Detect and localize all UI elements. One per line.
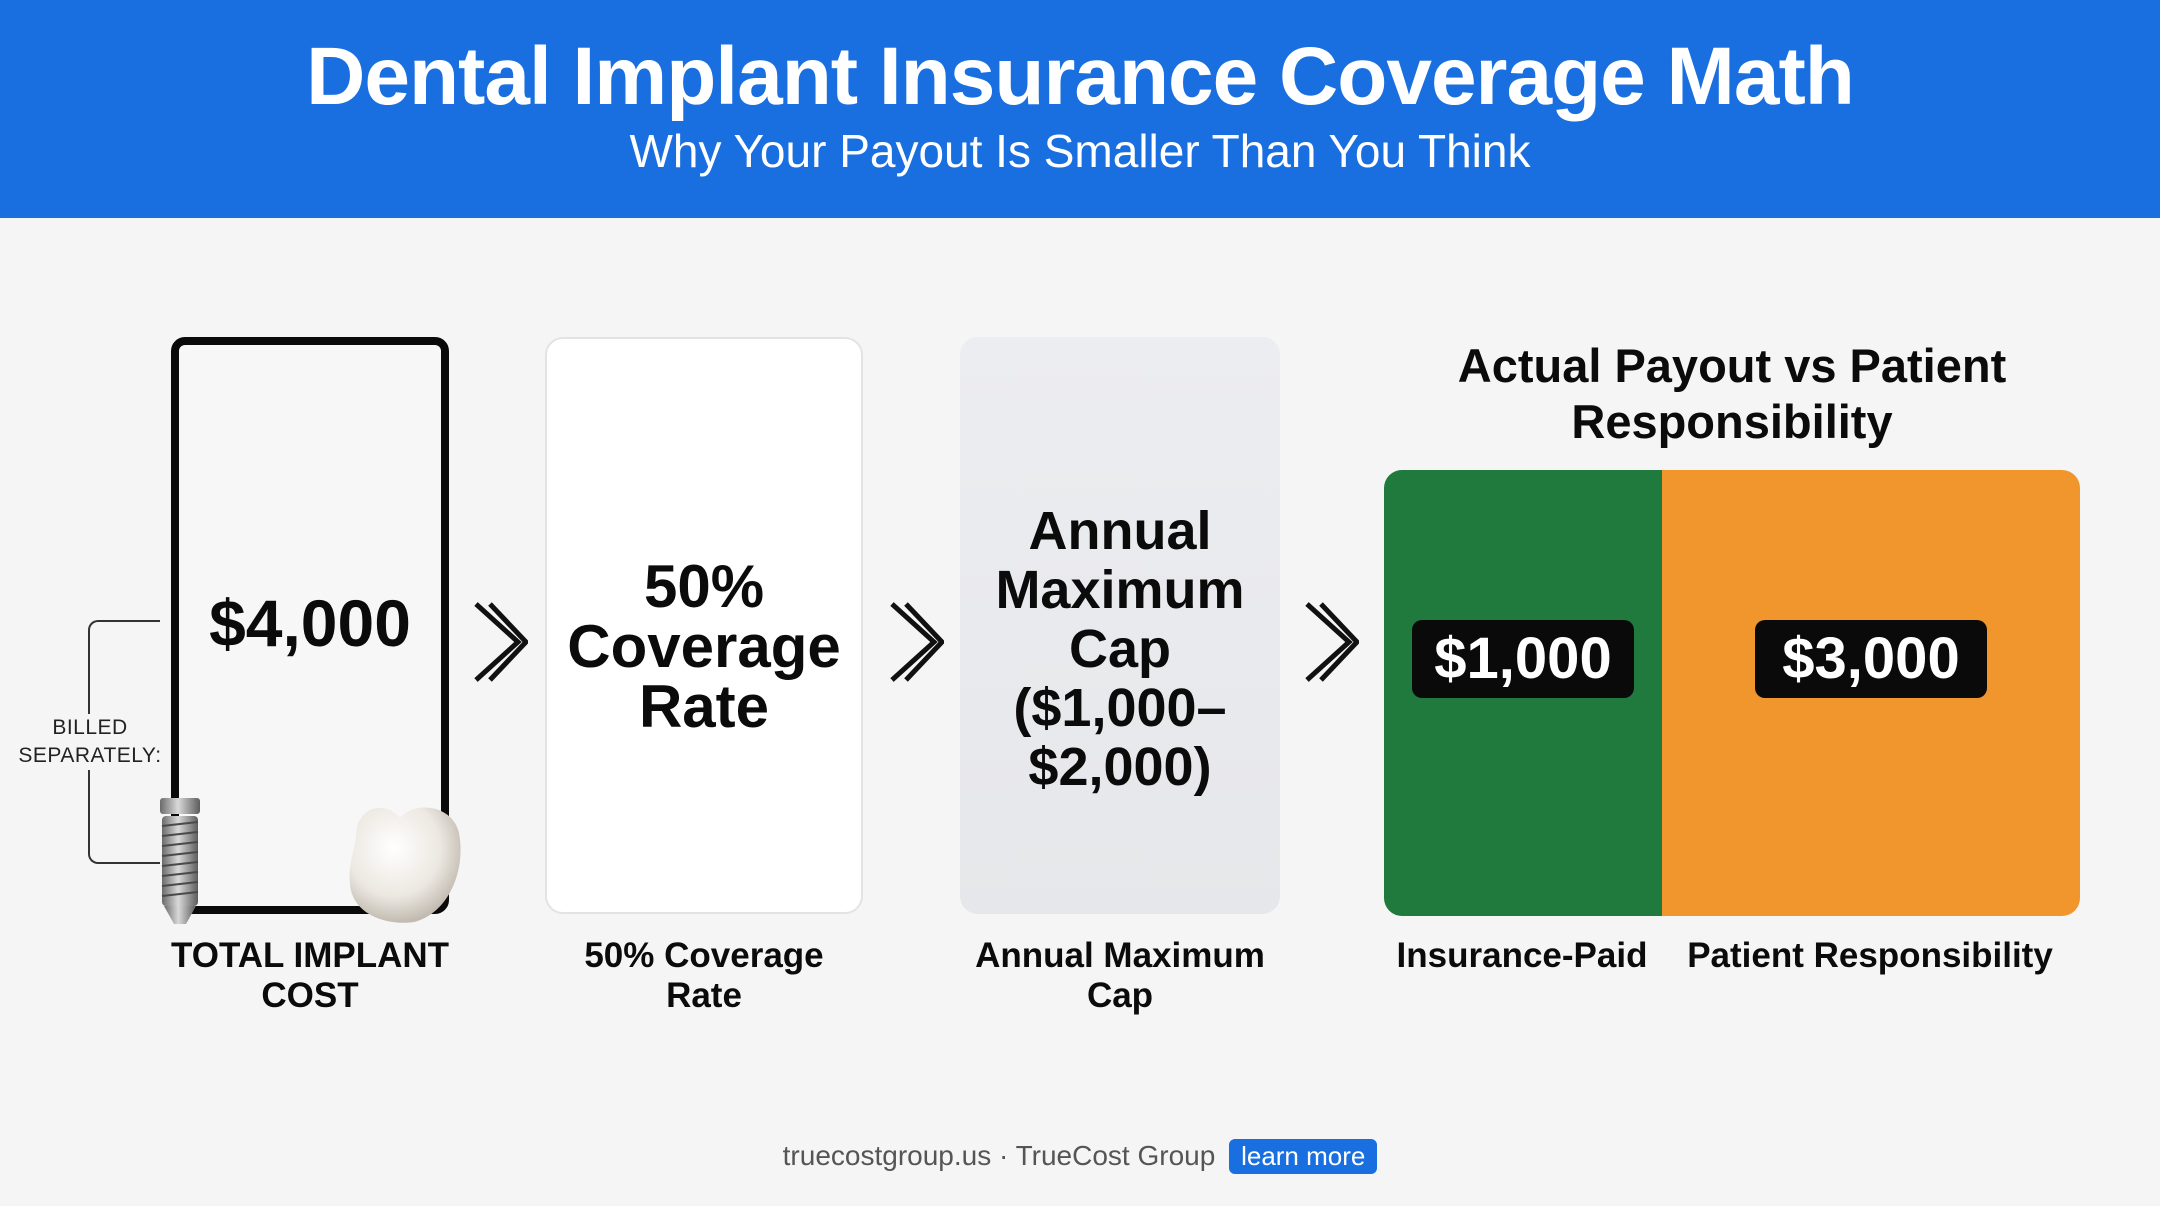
total-cost-value: $4,000 [209, 586, 411, 660]
total-cost-caption: TOTAL IMPLANT COST [170, 936, 450, 1015]
payout-bar: $1,000 $3,000 [1384, 470, 2080, 916]
chevron-right-icon [474, 602, 528, 682]
insurance-paid-value: $1,000 [1412, 620, 1634, 698]
header-banner: Dental Implant Insurance Coverage Math W… [0, 0, 2160, 218]
patient-responsibility-caption: Patient Responsibility [1687, 936, 2053, 975]
tooth-crown-icon [349, 807, 461, 923]
footer: truecostgroup.us · TrueCost Group learn … [0, 1139, 2160, 1174]
annual-max-text: Annual Maximum Cap ($1,000– $2,000) [995, 501, 1245, 797]
coverage-rate-card: 50% Coverage Rate [545, 337, 863, 914]
page-title: Dental Implant Insurance Coverage Math [306, 31, 1855, 122]
coverage-rate-text: 50% Coverage Rate [567, 553, 841, 740]
annual-max-caption: Annual Maximum Cap [975, 936, 1265, 1015]
chevron-right-icon [890, 602, 944, 682]
insurance-paid-caption: Insurance-Paid [1396, 936, 1648, 975]
payout-title: Actual Payout vs Patient Responsibility [1457, 339, 2007, 448]
annual-max-card: Annual Maximum Cap ($1,000– $2,000) [960, 337, 1280, 914]
page-subtitle: Why Your Payout Is Smaller Than You Thin… [629, 125, 1531, 177]
learn-more-link[interactable]: learn more [1229, 1139, 1378, 1174]
chevron-right-icon [1305, 602, 1359, 682]
footer-text: truecostgroup.us · TrueCost Group [782, 1140, 1216, 1171]
billed-separately-label: BILLED SEPARATELY: [10, 714, 170, 770]
patient-responsibility-value: $3,000 [1755, 620, 1987, 698]
coverage-rate-caption: 50% Coverage Rate [584, 936, 824, 1015]
implant-screw-icon [160, 798, 200, 924]
